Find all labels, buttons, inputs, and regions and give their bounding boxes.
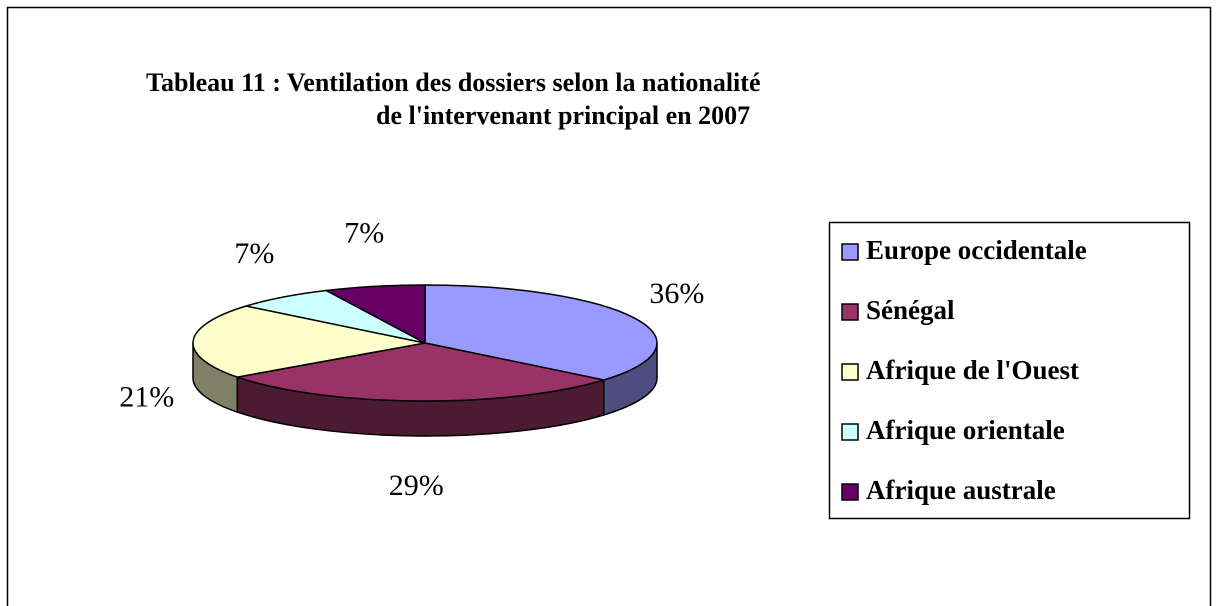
pie: 36% 29% 21% 7% 7% xyxy=(119,216,704,502)
pie-slice xyxy=(323,284,426,345)
chart-title: Tableau 11 : Ventilation des dossiers se… xyxy=(146,68,760,97)
legend: Europe occidentale Sénégal Afrique de l'Ou… xyxy=(828,221,1191,520)
legend-swatch xyxy=(841,483,859,501)
data-label: 21% xyxy=(119,380,174,413)
legend-label: Europe occidentale xyxy=(866,235,1087,265)
data-label: 7% xyxy=(234,237,274,270)
chart-title: de l'intervenant principal en 2007 xyxy=(376,101,750,130)
legend-label: Afrique de l'Ouest xyxy=(866,355,1079,385)
legend-label: Afrique orientale xyxy=(866,415,1065,445)
legend-box xyxy=(828,221,1191,520)
legend-swatch xyxy=(841,423,859,441)
data-label: 7% xyxy=(344,216,384,249)
legend-swatch xyxy=(841,303,859,321)
pie-slice xyxy=(246,289,426,344)
pie-slice xyxy=(192,305,426,378)
legend-label: Sénégal xyxy=(866,295,955,325)
legend-swatch xyxy=(841,363,859,381)
pie-slice xyxy=(424,284,658,381)
legend-swatch xyxy=(841,243,859,261)
legend-label: Afrique australe xyxy=(866,475,1056,505)
data-label: 29% xyxy=(389,469,444,502)
data-label: 36% xyxy=(649,277,704,310)
pie-slice xyxy=(234,342,604,402)
